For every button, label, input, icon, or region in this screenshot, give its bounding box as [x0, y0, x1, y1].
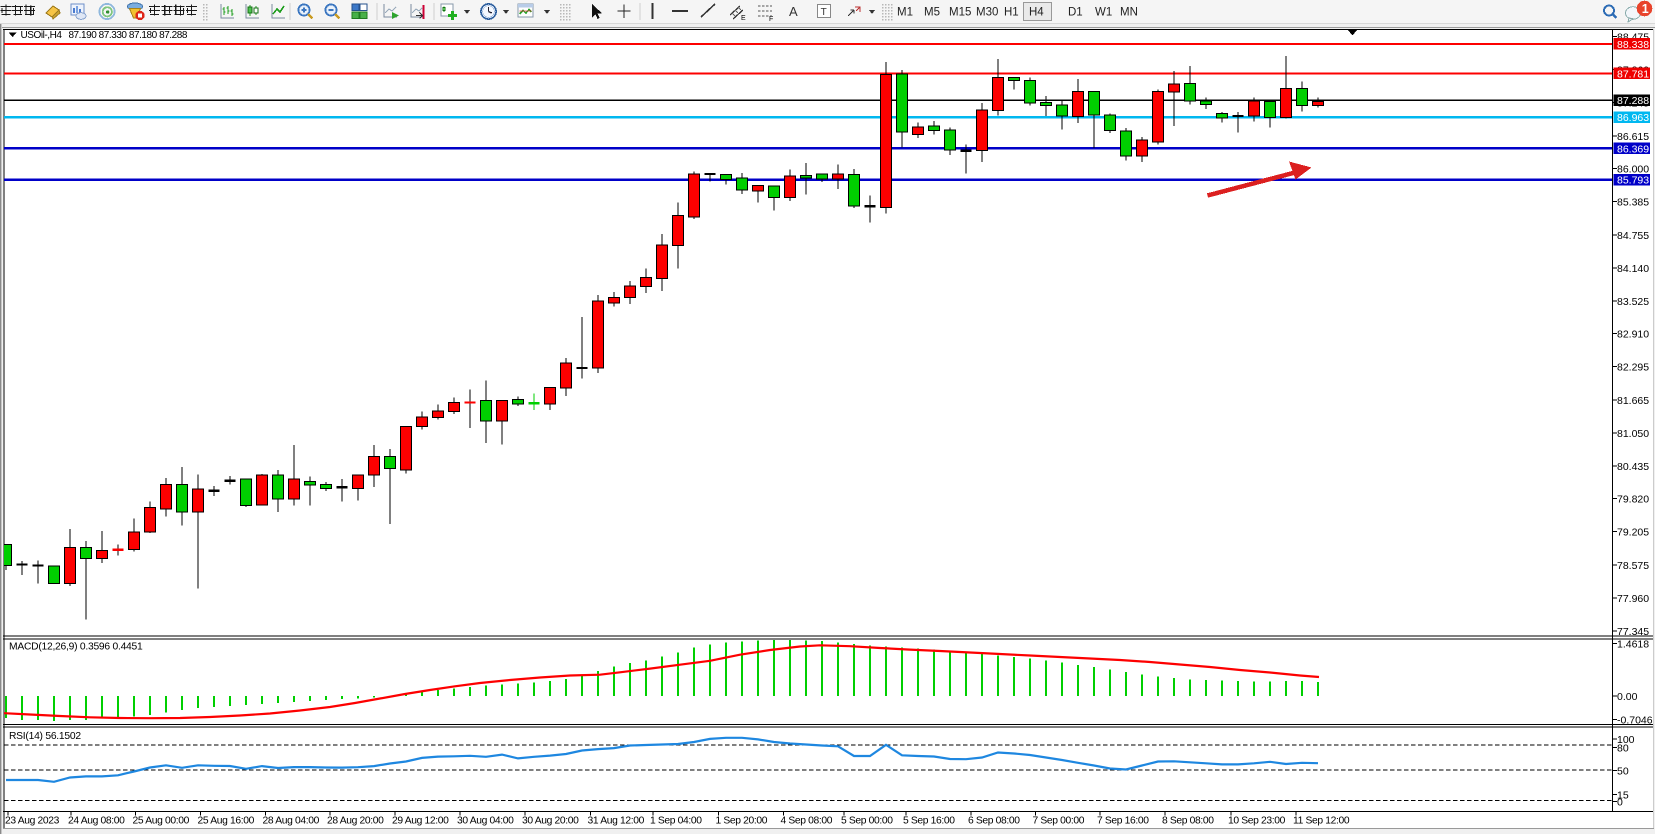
svg-text:M1: M1: [897, 7, 913, 19]
svg-text:H1: H1: [1004, 7, 1019, 19]
svg-text:31 Aug 12:00: 31 Aug 12:00: [588, 816, 645, 827]
svg-text:MACD(12,26,9) 0.3596 0.4451: MACD(12,26,9) 0.3596 0.4451: [9, 642, 143, 653]
svg-text:6 Sep 08:00: 6 Sep 08:00: [968, 816, 1020, 827]
svg-text:8 Sep 08:00: 8 Sep 08:00: [1162, 816, 1214, 827]
svg-text:82.910: 82.910: [1617, 329, 1649, 341]
svg-text:T: T: [821, 7, 827, 18]
svg-text:F: F: [769, 16, 773, 23]
svg-text:RSI(14) 56.1502: RSI(14) 56.1502: [9, 731, 81, 742]
svg-text:77.960: 77.960: [1617, 593, 1649, 605]
svg-text:23 Aug 2023: 23 Aug 2023: [5, 816, 60, 827]
svg-text:78.575: 78.575: [1617, 560, 1649, 572]
svg-text:5 Sep 16:00: 5 Sep 16:00: [903, 816, 955, 827]
svg-text:M5: M5: [924, 7, 940, 19]
svg-text:4 Sep 08:00: 4 Sep 08:00: [781, 816, 833, 827]
svg-text:30 Aug 04:00: 30 Aug 04:00: [457, 816, 514, 827]
svg-text:11 Sep 12:00: 11 Sep 12:00: [1293, 816, 1350, 827]
svg-text:100: 100: [1617, 734, 1635, 746]
svg-text:86.000: 86.000: [1617, 164, 1649, 176]
svg-text:10 Sep 23:00: 10 Sep 23:00: [1228, 816, 1286, 827]
svg-text:84.755: 84.755: [1617, 230, 1649, 242]
svg-text:24 Aug 08:00: 24 Aug 08:00: [68, 816, 125, 827]
svg-text:77.345: 77.345: [1617, 626, 1649, 638]
svg-text:5 Sep 00:00: 5 Sep 00:00: [841, 816, 893, 827]
svg-text:15: 15: [1617, 790, 1629, 802]
svg-text:28 Aug 04:00: 28 Aug 04:00: [263, 816, 320, 827]
svg-text:81.050: 81.050: [1617, 428, 1649, 440]
svg-text:80.435: 80.435: [1617, 461, 1649, 473]
svg-text:1 Sep 20:00: 1 Sep 20:00: [716, 816, 768, 827]
svg-text:M15: M15: [949, 7, 971, 19]
svg-text:H4: H4: [1029, 7, 1044, 19]
svg-text:30 Aug 20:00: 30 Aug 20:00: [522, 816, 579, 827]
svg-text:1: 1: [1642, 2, 1649, 16]
svg-text:1.4618: 1.4618: [1617, 638, 1649, 650]
svg-text:87.781: 87.781: [1617, 68, 1649, 80]
svg-text:81.665: 81.665: [1617, 395, 1649, 407]
svg-text:79.820: 79.820: [1617, 494, 1649, 506]
svg-text:79.205: 79.205: [1617, 527, 1649, 539]
svg-text:25 Aug 16:00: 25 Aug 16:00: [198, 816, 255, 827]
svg-text:85.793: 85.793: [1617, 175, 1649, 187]
svg-text:88.338: 88.338: [1617, 39, 1649, 51]
svg-text:83.525: 83.525: [1617, 296, 1649, 308]
svg-text:84.140: 84.140: [1617, 263, 1649, 275]
svg-text:0.00: 0.00: [1617, 691, 1638, 703]
svg-text:D1: D1: [1068, 7, 1083, 19]
svg-text:-0.7046: -0.7046: [1617, 714, 1653, 726]
svg-text:80: 80: [1617, 743, 1629, 755]
svg-text:85.385: 85.385: [1617, 197, 1649, 209]
svg-text:25 Aug 00:00: 25 Aug 00:00: [133, 816, 190, 827]
svg-text:7 Sep 16:00: 7 Sep 16:00: [1097, 816, 1149, 827]
svg-text:86.615: 86.615: [1617, 131, 1649, 143]
svg-text:7 Sep 00:00: 7 Sep 00:00: [1033, 816, 1085, 827]
svg-text:1 Sep 04:00: 1 Sep 04:00: [650, 816, 702, 827]
svg-text:E: E: [741, 15, 746, 22]
svg-text:A: A: [789, 4, 798, 19]
svg-text:86.369: 86.369: [1617, 143, 1649, 155]
svg-text:28 Aug 20:00: 28 Aug 20:00: [327, 816, 384, 827]
svg-text:86.963: 86.963: [1617, 112, 1649, 124]
svg-text:W1: W1: [1095, 7, 1112, 19]
svg-text:50: 50: [1617, 766, 1629, 778]
svg-text:MN: MN: [1120, 7, 1138, 19]
svg-text:82.295: 82.295: [1617, 362, 1649, 374]
svg-text:M30: M30: [976, 7, 998, 19]
svg-text:29 Aug 12:00: 29 Aug 12:00: [392, 816, 449, 827]
svg-text:87.288: 87.288: [1617, 95, 1649, 107]
svg-text:USOil-,H4 87.190 87.330 87.1: USOil-,H4 87.190 87.330 87.180 87.288: [21, 30, 188, 41]
svg-text:0: 0: [1617, 797, 1623, 809]
